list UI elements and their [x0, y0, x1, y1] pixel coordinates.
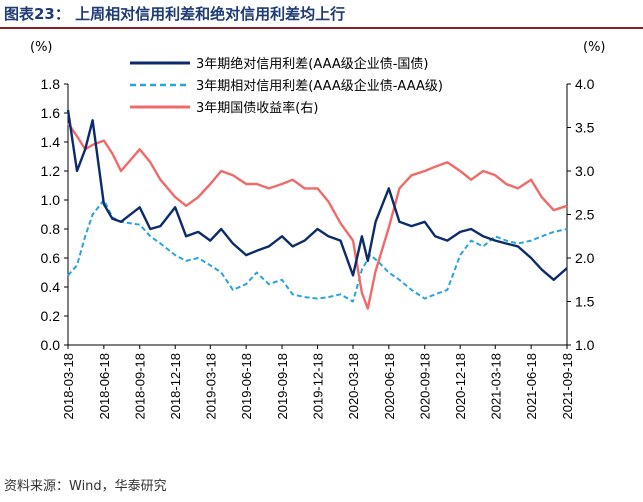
- left-tick-label: 1.8: [41, 76, 61, 92]
- x-tick-label: 2018-12-18: [168, 353, 183, 420]
- left-tick-label: 0.6: [41, 250, 61, 266]
- x-tick-label: 2018-09-18: [133, 353, 148, 420]
- x-tick-label: 2018-06-18: [97, 353, 112, 420]
- left-tick-label: 1.0: [41, 192, 61, 208]
- x-tick-label: 2019-03-18: [203, 353, 218, 420]
- figure-header: 图表23： 上周相对信用利差和绝对信用利差均上行: [0, 0, 643, 29]
- yield-line: [67, 122, 568, 310]
- x-tick-label: 2020-06-18: [382, 353, 397, 420]
- x-tick-label: 2018-03-18: [61, 353, 76, 420]
- legend-label-abs: 3年期绝对信用利差(AAA级企业债-国债): [196, 56, 429, 72]
- x-tick-label: 2021-03-18: [488, 353, 503, 420]
- axes: 0.0 0.2 0.4 0.6 0.8 1.0 1.2 1.4 1.6 1.8 1.0 1.5 2.0 2…: [41, 76, 595, 420]
- right-tick-label: 2.5: [575, 207, 595, 223]
- right-unit-label: (%): [583, 40, 606, 55]
- left-tick-label: 0.2: [41, 308, 61, 324]
- left-tick-label: 0.8: [41, 221, 61, 237]
- x-tick-label: 2020-03-18: [346, 353, 361, 420]
- x-tick-label: 2021-09-18: [560, 353, 575, 420]
- abs-spread-line: [66, 109, 568, 282]
- x-tick-label: 2019-06-18: [239, 353, 254, 420]
- x-tick-label: 2019-09-18: [275, 353, 290, 420]
- x-tick-label: 2019-12-18: [311, 353, 326, 420]
- right-tick-label: 3.0: [575, 163, 595, 179]
- left-tick-label: 1.6: [41, 105, 61, 121]
- left-tick-label: 1.4: [41, 134, 61, 150]
- line-chart: (%) (%) 0.0 0.2 0.4 0.6 0.8 1.0 1.2 1.4 1.6 1.8 1.…: [30, 40, 606, 420]
- right-tick-label: 4.0: [575, 76, 595, 92]
- right-tick-label: 1.0: [575, 337, 595, 353]
- left-tick-label: 0.0: [41, 337, 61, 353]
- x-tick-label: 2020-09-18: [418, 353, 433, 420]
- legend: 3年期绝对信用利差(AAA级企业债-国债) 3年期相对信用利差(AAA级企业债-…: [130, 56, 443, 116]
- rel-spread-line: [67, 199, 568, 303]
- legend-label-yield: 3年期国债收益率(右): [196, 100, 318, 116]
- x-tick-label: 2020-12-18: [453, 353, 468, 420]
- legend-label-rel: 3年期相对信用利差(AAA级企业债-AAA级): [196, 78, 443, 94]
- left-unit-label: (%): [30, 40, 53, 55]
- right-tick-label: 3.5: [575, 120, 595, 136]
- left-tick-label: 1.2: [41, 163, 61, 179]
- figure-title: 图表23： 上周相对信用利差和绝对信用利差均上行: [4, 5, 346, 23]
- left-tick-label: 0.4: [41, 279, 61, 295]
- x-tick-label: 2021-06-18: [524, 353, 539, 420]
- right-tick-label: 2.0: [575, 250, 595, 266]
- series-layer: [66, 109, 568, 310]
- right-tick-label: 1.5: [575, 294, 595, 310]
- title-rule: [0, 27, 643, 29]
- source-note: 资料来源：Wind，华泰研究: [4, 479, 167, 494]
